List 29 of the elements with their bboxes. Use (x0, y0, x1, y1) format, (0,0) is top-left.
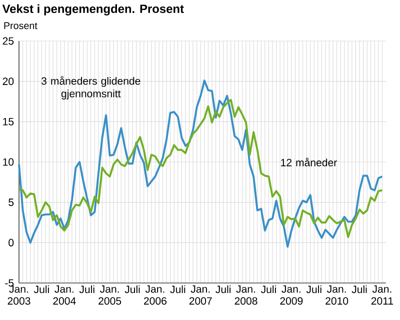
x-tick-label: Jan. 2006 (144, 285, 166, 305)
x-tick-label: Juli (170, 285, 186, 294)
y-tick-label: 5 (8, 198, 14, 206)
y-tick-label: 25 (2, 37, 14, 45)
x-tick-label: Jan. 2007 (189, 285, 212, 305)
chart-title: Vekst i pengemengden. Prosent (2, 4, 184, 16)
y-tick-label: -5 (5, 279, 14, 287)
x-tick-label: Jan. 2005 (98, 285, 122, 305)
y-tick-label: 10 (3, 158, 14, 166)
x-tick-label: Jan. 2009 (280, 285, 303, 305)
x-tick-label: Juli (79, 285, 94, 294)
y-tick-label: 15 (3, 118, 14, 126)
x-tick-label: Juli (34, 285, 49, 294)
y-tick-label: 0 (8, 238, 14, 246)
x-tick-label: Juli (352, 285, 367, 294)
x-tick-label: Juli (306, 285, 322, 294)
x-tick-label: Juli (216, 285, 231, 294)
y-axis-title: Prosent (4, 22, 38, 30)
y-tick-label: 20 (2, 78, 14, 86)
x-tick-label: Jan. 2003 (8, 285, 30, 305)
x-tick-label: Jan. 2010 (326, 285, 348, 305)
x-tick-label: Jan. 2011 (371, 285, 394, 305)
line-series (18, 98, 384, 238)
x-tick-label: Juli (124, 285, 140, 294)
x-tick-label: Juli (260, 285, 276, 294)
x-tick-label: Jan. 2008 (234, 285, 258, 305)
x-tick-label: Jan. 2004 (53, 285, 76, 305)
series-label: 12 måneder (281, 158, 337, 166)
text: 3 måneders glidende gjennomsnitt (41, 76, 140, 100)
